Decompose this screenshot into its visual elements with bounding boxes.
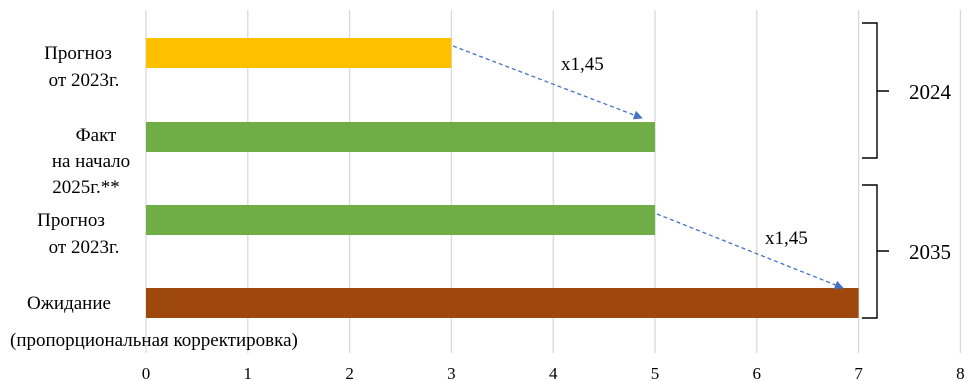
- bar: [146, 288, 859, 318]
- category-label: (пропорциональная корректировка): [10, 330, 298, 351]
- x-tick-label: 7: [854, 364, 863, 381]
- category-label: 2025г.**: [52, 177, 119, 198]
- category-label: от 2023г.: [49, 237, 120, 258]
- multiplier-label: x1,45: [561, 54, 604, 75]
- x-tick-label: 3: [447, 364, 456, 381]
- group-label: 2035: [909, 240, 951, 264]
- category-label: от 2023г.: [49, 70, 120, 91]
- x-tick-label: 5: [651, 364, 660, 381]
- category-label: Прогноз: [44, 43, 112, 64]
- category-label: Прогноз: [37, 210, 105, 231]
- year-groups: 2024 2035: [862, 22, 952, 319]
- group-brace: [862, 184, 889, 319]
- category-label: Факт: [76, 125, 117, 146]
- x-tick-label: 1: [244, 364, 253, 381]
- category-labels: Прогноз от 2023г. Факт на начало 2025г.** Про…: [10, 43, 298, 351]
- x-tick-label: 6: [753, 364, 762, 381]
- bar: [146, 38, 452, 68]
- multiplier-label: x1,45: [765, 228, 808, 249]
- growth-arrow: [656, 213, 844, 290]
- growth-arrows: x1,45 x1,45: [452, 45, 844, 290]
- x-tick-label: 0: [142, 364, 151, 381]
- growth-arrow: [452, 45, 643, 120]
- category-label: Ожидание: [27, 293, 111, 314]
- bar: [146, 122, 655, 152]
- x-tick-label: 8: [956, 364, 965, 381]
- group-brace: [862, 22, 889, 159]
- x-axis-ticks: 0 1 2 3 4 5 6 7 8: [142, 364, 965, 381]
- x-tick-label: 4: [549, 364, 558, 381]
- group-label: 2024: [909, 80, 952, 104]
- bar: [146, 205, 655, 235]
- category-label: на начало: [52, 151, 130, 172]
- bars: [146, 38, 859, 318]
- x-tick-label: 2: [345, 364, 354, 381]
